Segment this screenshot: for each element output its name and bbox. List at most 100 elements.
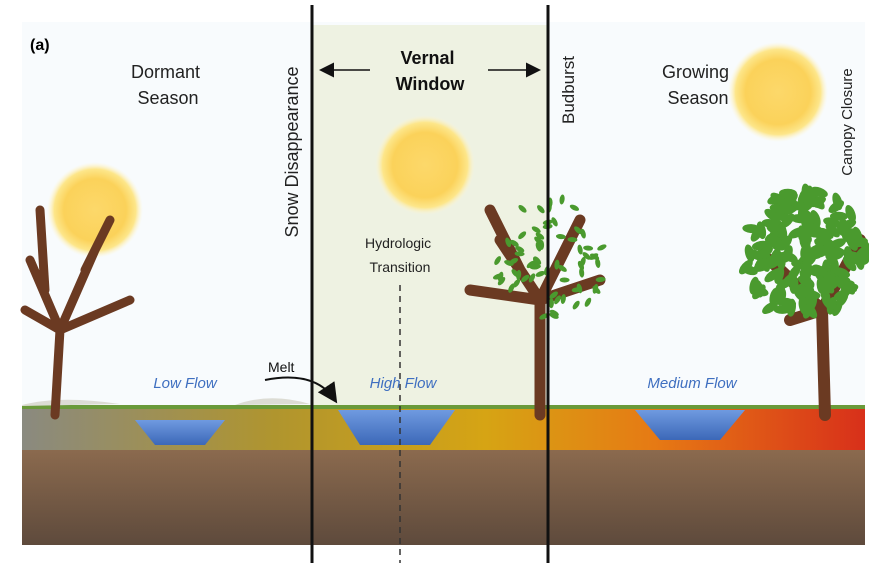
leaf [797,275,815,288]
leaf [567,237,578,243]
leaf [822,245,840,256]
event-label: Snow Disappearance [282,66,302,237]
leaf [820,286,831,304]
leaf [774,266,785,284]
phase-line: Season [667,88,728,108]
leaf [756,221,767,240]
leaf [816,227,834,240]
leaf [569,204,580,211]
leaf [798,185,813,201]
leaf [526,260,536,269]
leaf [772,237,789,250]
panel-label: (a) [30,37,50,54]
leaf [537,205,545,214]
leaf [497,276,506,286]
leaf [528,273,536,283]
stream [338,410,455,445]
leaf [583,245,594,251]
melt-label: Melt [268,359,295,375]
leaf [803,189,816,206]
leaf [754,255,767,272]
leaf [518,231,527,240]
leaf [579,267,585,278]
leaf [774,279,787,296]
leaf [516,269,522,280]
leaf [534,236,543,245]
leaf [531,226,541,233]
melt-arrow [264,376,338,404]
leaf [799,236,812,253]
sun [375,115,475,215]
leaf [595,276,606,283]
leaf [589,253,600,260]
leaf [788,264,801,281]
leaf [786,298,796,317]
phase-line: Growing [662,62,729,82]
leaf [580,228,586,239]
leaf [780,251,798,263]
leaf [850,255,869,266]
leaf [509,257,519,265]
leaf [558,264,567,272]
transition-line-text: Transition [370,259,431,275]
leaf [572,300,580,310]
transition-label: Hydrologic Transition [365,235,435,275]
leaf [744,244,755,263]
leaf [560,294,566,304]
leaf [770,192,787,206]
flow-label: Medium Flow [647,375,737,392]
leaf [840,283,859,294]
leaves [493,183,869,320]
leaf [845,205,856,223]
phase-line: Season [137,88,198,108]
leaf [840,228,859,238]
leaf [738,259,753,275]
tree-budburst [464,204,606,421]
stream [135,420,225,445]
leaf [549,291,558,299]
leaf [783,192,798,208]
leaf [597,244,607,251]
leaf [494,256,502,265]
phase-label: Growing Season [662,62,734,108]
subsoil [22,450,865,545]
leaf [539,313,549,320]
leaf [825,223,840,238]
leaf [493,273,503,280]
leaf [580,256,586,267]
leaf [576,283,583,294]
transition-line-text: Hydrologic [365,235,431,251]
phase-line: Dormant [131,62,200,82]
phase-line: Vernal [400,48,454,68]
event-label: Budburst [559,56,578,124]
leaf [806,294,818,312]
leaf [554,295,561,305]
leaf [764,208,781,222]
tree-dormant [20,205,135,420]
leaf [574,226,583,235]
leaf [559,194,565,205]
leaf [584,297,592,307]
leaf [796,286,814,297]
leaf [549,312,559,319]
phase-label: Vernal Window [396,48,466,94]
leaf [855,235,869,250]
leaf [819,235,836,249]
leaf [518,205,527,213]
leaf [532,256,540,266]
leaf [520,274,530,283]
leaf [807,244,824,256]
sun [728,42,828,142]
leaf [582,252,591,260]
leaf [828,200,845,214]
leaf [508,283,515,293]
leaf [551,217,558,227]
leaf [595,258,601,268]
leaf [836,290,849,307]
sun [47,162,143,258]
leaf [535,232,545,240]
leaf [509,239,519,247]
leaf [832,267,851,278]
leaf [505,237,512,248]
